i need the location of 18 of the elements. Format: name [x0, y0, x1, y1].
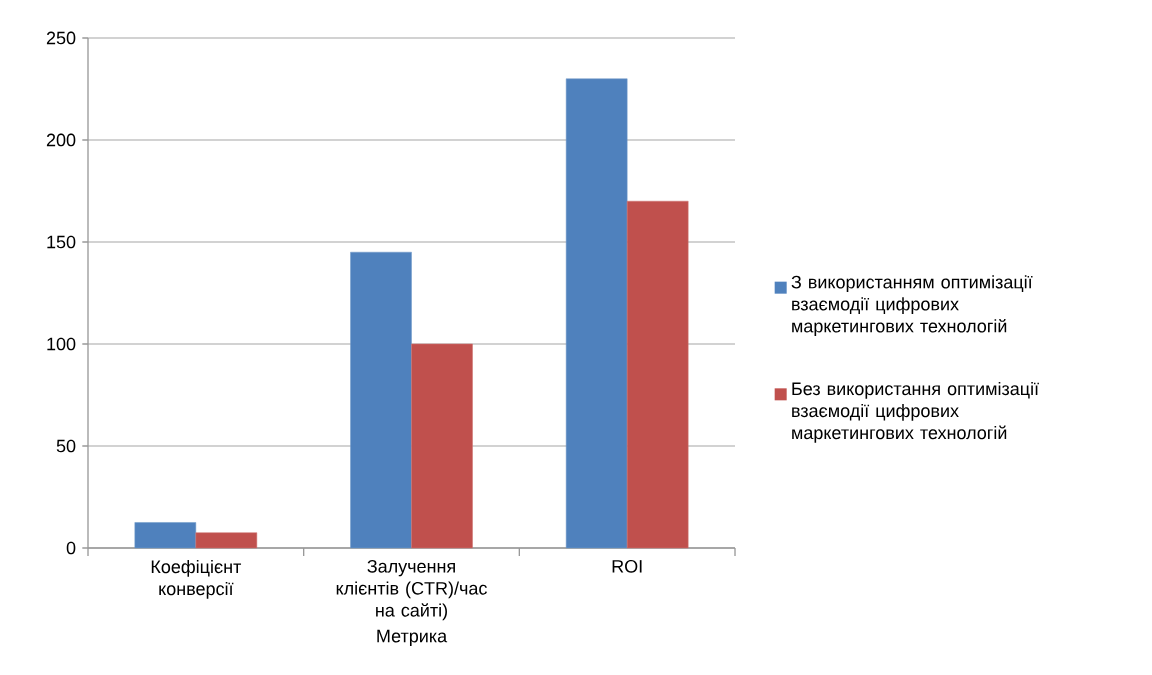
x-tick-label: Коефіцієнт конверсії	[151, 559, 242, 599]
bar	[411, 343, 473, 549]
y-tick-label: 150	[47, 235, 76, 249]
y-tick-label: 100	[47, 337, 76, 351]
x-tick-label: ROI	[612, 559, 642, 573]
x-tick-label: Залучення клієнтів (CTR)/час на сайті)	[336, 559, 487, 621]
y-tick-label: 250	[46, 31, 76, 45]
bar	[350, 251, 412, 549]
y-tick-label: 0	[66, 541, 76, 555]
y-tick-label: 200	[46, 133, 76, 147]
legend-label: З використанням оптимізації взаємодії цифрових маркетингових технологій	[791, 275, 1033, 337]
bar	[195, 532, 258, 549]
bar	[626, 200, 689, 549]
bar	[134, 522, 197, 549]
bar	[565, 78, 628, 549]
legend-label: Без використання оптимізації взаємодії цифрових маркетингових технологій	[792, 381, 1039, 443]
y-tick-label: 50	[56, 439, 76, 453]
x-axis-title: Метрика	[377, 629, 448, 646]
